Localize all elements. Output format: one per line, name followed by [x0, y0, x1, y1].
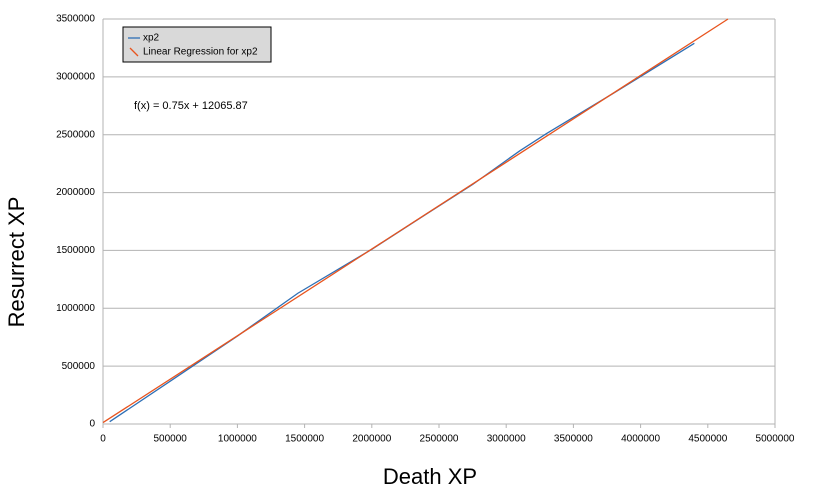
- x-tick-label: 5000000: [756, 434, 795, 445]
- x-tick-label: 4500000: [688, 434, 727, 445]
- legend-label: Linear Regression for xp2: [143, 47, 258, 58]
- y-tick-label: 1500000: [56, 245, 95, 256]
- x-tick-label: 4000000: [621, 434, 660, 445]
- x-tick-label: 2500000: [420, 434, 459, 445]
- y-tick-label: 2000000: [56, 187, 95, 198]
- y-tick-label: 3500000: [56, 14, 95, 25]
- y-axis-title: Resurrect XP: [4, 197, 29, 328]
- series-line: [102, 18, 729, 424]
- x-tick-label: 1500000: [285, 434, 324, 445]
- x-tick-label: 3500000: [554, 434, 593, 445]
- legend-box: [122, 26, 272, 63]
- y-tick-label: 2500000: [56, 129, 95, 140]
- x-tick-label: 2000000: [352, 434, 391, 445]
- x-tick-label: 500000: [154, 434, 188, 445]
- legend-label: xp2: [143, 33, 160, 44]
- y-tick-label: 500000: [62, 361, 96, 372]
- x-axis-title: Death XP: [383, 464, 477, 489]
- x-tick-label: 1000000: [218, 434, 257, 445]
- legend: xp2 Linear Regression for xp2: [122, 26, 272, 63]
- x-tick-label: 0: [100, 434, 106, 445]
- x-tick-label: 3000000: [487, 434, 526, 445]
- y-tick-label: 1000000: [56, 303, 95, 314]
- y-tick-label: 0: [89, 419, 95, 430]
- legend-swatch: [129, 47, 139, 57]
- annotation: f(x) = 0.75x + 12065.87: [134, 100, 248, 112]
- y-tick-label: 3000000: [56, 71, 95, 82]
